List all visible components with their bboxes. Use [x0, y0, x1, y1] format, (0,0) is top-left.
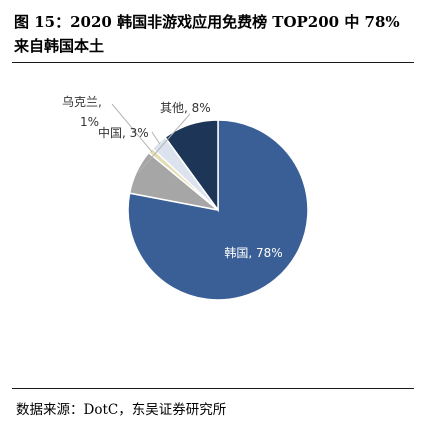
label-ukraine-value: 1% [80, 115, 99, 129]
label-ukraine-name: 乌克兰, [62, 94, 102, 109]
source-note: 数据来源：DotC，东吴证券研究所 [16, 402, 227, 418]
label-other: 其他, 8% [160, 101, 211, 115]
label-korea: 韩国, 78% [224, 245, 282, 260]
figure-title: 图 15：2020 韩国非游戏应用免费榜 TOP200 中 78%来自韩国本土 [14, 13, 400, 55]
leader-line-3 [151, 131, 161, 145]
title-divider [12, 62, 414, 63]
leader-line-1 [138, 113, 191, 173]
pie-slices [127, 119, 309, 301]
leader-lines [111, 103, 191, 173]
leader-line-2 [111, 103, 153, 153]
source-divider [12, 388, 414, 389]
slice-labels: 韩国, 78% 其他, 8% 乌克兰, 1% 中国, 3% [62, 94, 283, 260]
label-china: 中国, 3% [98, 125, 149, 140]
pie-slice-4 [164, 119, 219, 213]
